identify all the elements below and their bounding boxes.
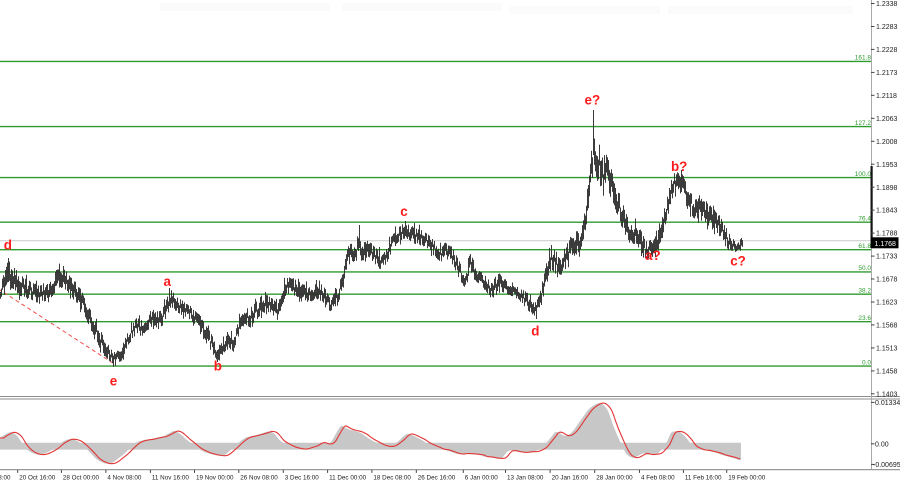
svg-text:c: c [400,204,408,219]
svg-text:13 Oct 08:00: 13 Oct 08:00 [0,474,11,481]
svg-text:1.1513: 1.1513 [876,346,898,353]
svg-text:1.1403: 1.1403 [876,391,898,398]
svg-text:28 Jan 00:00: 28 Jan 00:00 [596,474,633,481]
svg-text:1.1678: 1.1678 [876,277,898,284]
svg-text:26 Dec 16:00: 26 Dec 16:00 [418,474,456,481]
svg-text:161.8: 161.8 [855,55,872,62]
svg-text:b: b [214,358,222,373]
svg-text:1.1788: 1.1788 [876,231,898,238]
svg-text:13 Jan 08:00: 13 Jan 08:00 [507,474,544,481]
svg-text:19 Nov 00:00: 19 Nov 00:00 [196,474,234,481]
svg-text:d: d [531,324,539,339]
svg-text:1.1733: 1.1733 [876,254,898,261]
svg-text:e?: e? [585,93,601,108]
svg-text:1.1458: 1.1458 [876,369,898,376]
svg-text:1.2118: 1.2118 [876,93,897,100]
svg-text:19 Feb 00:00: 19 Feb 00:00 [728,474,766,481]
svg-text:4 Nov 08:00: 4 Nov 08:00 [107,474,141,481]
svg-text:1.1953: 1.1953 [876,162,898,169]
svg-text:1.1843: 1.1843 [876,208,898,215]
svg-text:28 Oct 00:00: 28 Oct 00:00 [63,474,100,481]
svg-text:e: e [110,373,117,388]
svg-text:c?: c? [730,253,746,268]
svg-text:1.2283: 1.2283 [876,24,898,31]
svg-text:50.0: 50.0 [858,265,871,272]
svg-text:61.8: 61.8 [858,243,871,250]
svg-text:76.4: 76.4 [858,215,871,222]
svg-text:6 Jan 00:00: 6 Jan 00:00 [465,474,498,481]
svg-text:b?: b? [671,159,687,174]
svg-text:1.1568: 1.1568 [876,323,898,330]
svg-text:127.2: 127.2 [855,120,872,127]
svg-text:1.2063: 1.2063 [876,116,898,123]
svg-text:11 Dec 00:00: 11 Dec 00:00 [329,474,366,481]
svg-text:38.2: 38.2 [858,287,871,294]
svg-text:0.01334: 0.01334 [875,400,900,407]
svg-text:26 Nov 08:00: 26 Nov 08:00 [240,474,278,481]
svg-text:18 Dec 08:00: 18 Dec 08:00 [373,474,411,481]
svg-text:100.0: 100.0 [855,171,872,178]
svg-text:1.1898: 1.1898 [876,185,898,192]
svg-text:1.1768: 1.1768 [875,241,897,248]
svg-text:a?: a? [645,248,661,263]
svg-text:1.2173: 1.2173 [876,70,898,77]
svg-text:1.1623: 1.1623 [876,300,898,307]
svg-text:a: a [164,274,172,289]
svg-text:3 Dec 16:00: 3 Dec 16:00 [285,474,319,481]
svg-text:23.6: 23.6 [858,315,871,322]
svg-text:20 Oct 16:00: 20 Oct 16:00 [19,474,56,481]
svg-text:0.00: 0.00 [875,441,889,448]
svg-text:4 Feb 08:00: 4 Feb 08:00 [641,474,675,481]
svg-text:11 Feb 16:00: 11 Feb 16:00 [685,474,722,481]
svg-text:1.2228: 1.2228 [876,47,898,54]
svg-text:-0.00695: -0.00695 [873,462,900,469]
svg-text:0.0: 0.0 [862,359,871,366]
svg-text:d: d [4,238,12,253]
svg-text:1.2338: 1.2338 [876,1,898,8]
svg-text:11 Nov 16:00: 11 Nov 16:00 [152,474,189,481]
svg-text:20 Jan 16:00: 20 Jan 16:00 [552,474,589,481]
svg-text:1.2008: 1.2008 [876,139,898,146]
